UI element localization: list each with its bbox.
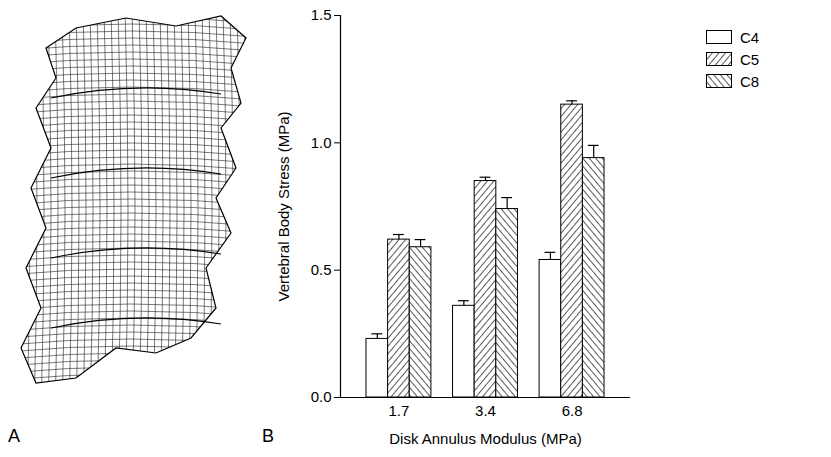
svg-text:1.5: 1.5	[311, 6, 332, 23]
svg-text:1.0: 1.0	[311, 134, 332, 151]
svg-text:Vertebral Body Stress (MPa): Vertebral Body Stress (MPa)	[275, 111, 292, 301]
html-text:B: B	[262, 426, 274, 446]
html-text:C5: C5	[740, 50, 760, 68]
svg-text:3.4: 3.4	[475, 402, 496, 419]
html-text:C4: C4	[740, 28, 760, 46]
html-text:C8: C8	[740, 72, 760, 90]
html-text:A: A	[8, 426, 20, 446]
svg-text:6.8: 6.8	[562, 402, 583, 419]
svg-text:0.5: 0.5	[311, 261, 332, 278]
svg-text:Disk Annulus Modulus (MPa): Disk Annulus Modulus (MPa)	[389, 430, 582, 447]
svg-text:1.7: 1.7	[389, 402, 410, 419]
svg-text:0.0: 0.0	[311, 388, 332, 405]
